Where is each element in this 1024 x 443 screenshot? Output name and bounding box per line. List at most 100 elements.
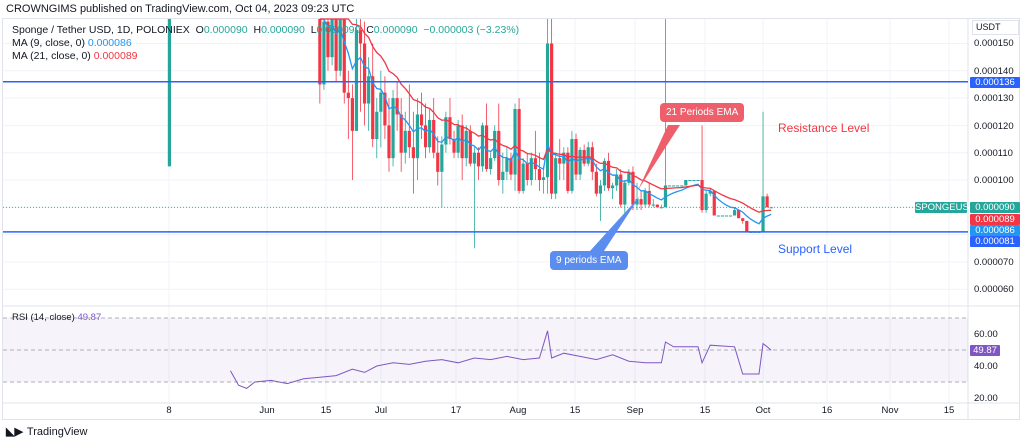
candle-body — [509, 158, 513, 175]
close-value: 0.000090 — [373, 24, 418, 36]
candle-body — [606, 160, 611, 189]
ma21-legend[interactable]: MA (21, close, 0) 0.000089 — [12, 50, 138, 62]
rsi-legend[interactable]: RSI (14, close) 49.87 — [12, 312, 101, 323]
candle-body — [688, 180, 692, 181]
candle-body — [513, 109, 517, 175]
candle-body — [647, 190, 651, 205]
brand-name: TradingView — [26, 425, 88, 438]
time-tick: 15 — [569, 405, 581, 416]
candle-body — [692, 180, 696, 181]
rsi-band — [3, 318, 968, 382]
symbol-tag: SPONGEUSDT — [915, 202, 982, 213]
candle-body — [489, 158, 493, 170]
candle-body — [375, 111, 379, 140]
candle-body — [367, 76, 371, 104]
time-tick: 15 — [943, 405, 955, 416]
candle-body — [651, 204, 655, 206]
support-label: Support Level — [778, 242, 853, 256]
candle-body — [383, 92, 387, 126]
time-tick: 17 — [450, 405, 462, 416]
candle-body — [769, 207, 773, 209]
open-value: 0.000090 — [203, 24, 248, 36]
candle-body — [326, 21, 330, 58]
candle-body — [432, 119, 436, 153]
candle-body — [598, 185, 603, 194]
time-tick: 15 — [320, 405, 332, 416]
candle-body — [497, 130, 501, 180]
resistance-label: Resistance Level — [778, 121, 870, 135]
candle-body — [391, 98, 395, 159]
candle-body — [476, 152, 481, 167]
candle-body — [501, 171, 505, 180]
candle-body — [448, 117, 452, 140]
tradingview-logo[interactable]: ◣▶ TradingView — [6, 425, 88, 439]
candle-body — [676, 185, 680, 187]
candle-body — [594, 171, 598, 194]
currency-button[interactable]: USDT — [972, 20, 1019, 35]
candle-body — [318, 19, 322, 85]
candle-body — [387, 125, 391, 159]
candle-body — [371, 76, 375, 140]
candle-body — [484, 125, 489, 170]
price-tick: 0.000100 — [974, 175, 1014, 186]
candle-body — [167, 19, 172, 167]
candle-body — [602, 160, 607, 186]
candle-body — [493, 130, 497, 159]
candle-body — [545, 43, 550, 178]
candle-body — [338, 19, 342, 71]
rsi-tick: 20.00 — [974, 393, 998, 402]
candle-body — [440, 144, 444, 172]
tradingview-icon: ◣▶ — [6, 426, 23, 438]
candle-body — [423, 125, 428, 148]
price-tick: 0.000130 — [974, 93, 1014, 104]
price-tick: 0.000060 — [974, 284, 1014, 295]
candle-body — [342, 19, 346, 93]
candle-body — [680, 185, 684, 187]
candle-body — [728, 215, 733, 217]
candle-body — [541, 177, 546, 180]
candle-body — [619, 174, 623, 205]
time-tick: 16 — [821, 405, 833, 416]
price-tick: 0.000120 — [974, 121, 1014, 132]
candle-body — [399, 114, 403, 153]
time-tick: Sep — [626, 405, 644, 416]
candle-body — [667, 185, 672, 187]
candle-body — [761, 196, 765, 232]
low-label: L — [310, 24, 317, 36]
ema9-line — [319, 18, 772, 225]
candle-body — [631, 171, 635, 205]
candle-body — [570, 139, 574, 191]
ema21-line — [319, 18, 772, 213]
time-tick: Oct — [755, 405, 771, 416]
candle-body — [403, 130, 407, 153]
ema9-callout-pointer — [590, 196, 640, 251]
candle-body — [700, 180, 704, 211]
ma21-label: MA (21, close, 0) — [12, 50, 91, 62]
candle-body — [407, 130, 411, 148]
candle-body — [696, 180, 700, 181]
time-tick: Aug — [509, 405, 527, 416]
symbol-legend: Sponge / Tether USD, 1D, POLONIEX O0.000… — [12, 24, 519, 36]
symbol-name: Sponge / Tether USD, 1D, POLONIEX — [12, 24, 190, 36]
candle-body — [529, 158, 533, 180]
candle-body — [720, 215, 724, 217]
rsi-tick: 60.00 — [974, 329, 998, 340]
price-tick: 0.000150 — [974, 38, 1014, 49]
candle-body — [411, 147, 415, 159]
ema9-callout: 9 periods EMA — [550, 251, 628, 270]
candle-body — [521, 163, 525, 191]
candle-body — [615, 174, 619, 186]
candle-body — [554, 158, 558, 194]
candle-body — [334, 19, 338, 71]
rsi-label: RSI (14, close) — [12, 312, 75, 323]
ma9-legend[interactable]: MA (9, close, 0) 0.000086 — [12, 37, 132, 49]
candle-body — [741, 218, 745, 221]
candle-body — [436, 152, 440, 172]
time-tick: 15 — [699, 405, 711, 416]
ma9-value: 0.000086 — [87, 37, 132, 49]
candle-body — [550, 43, 554, 194]
rsi-value: 49.87 — [77, 312, 102, 323]
candle-body — [525, 163, 529, 180]
ma9-label: MA (9, close, 0) — [12, 37, 85, 49]
